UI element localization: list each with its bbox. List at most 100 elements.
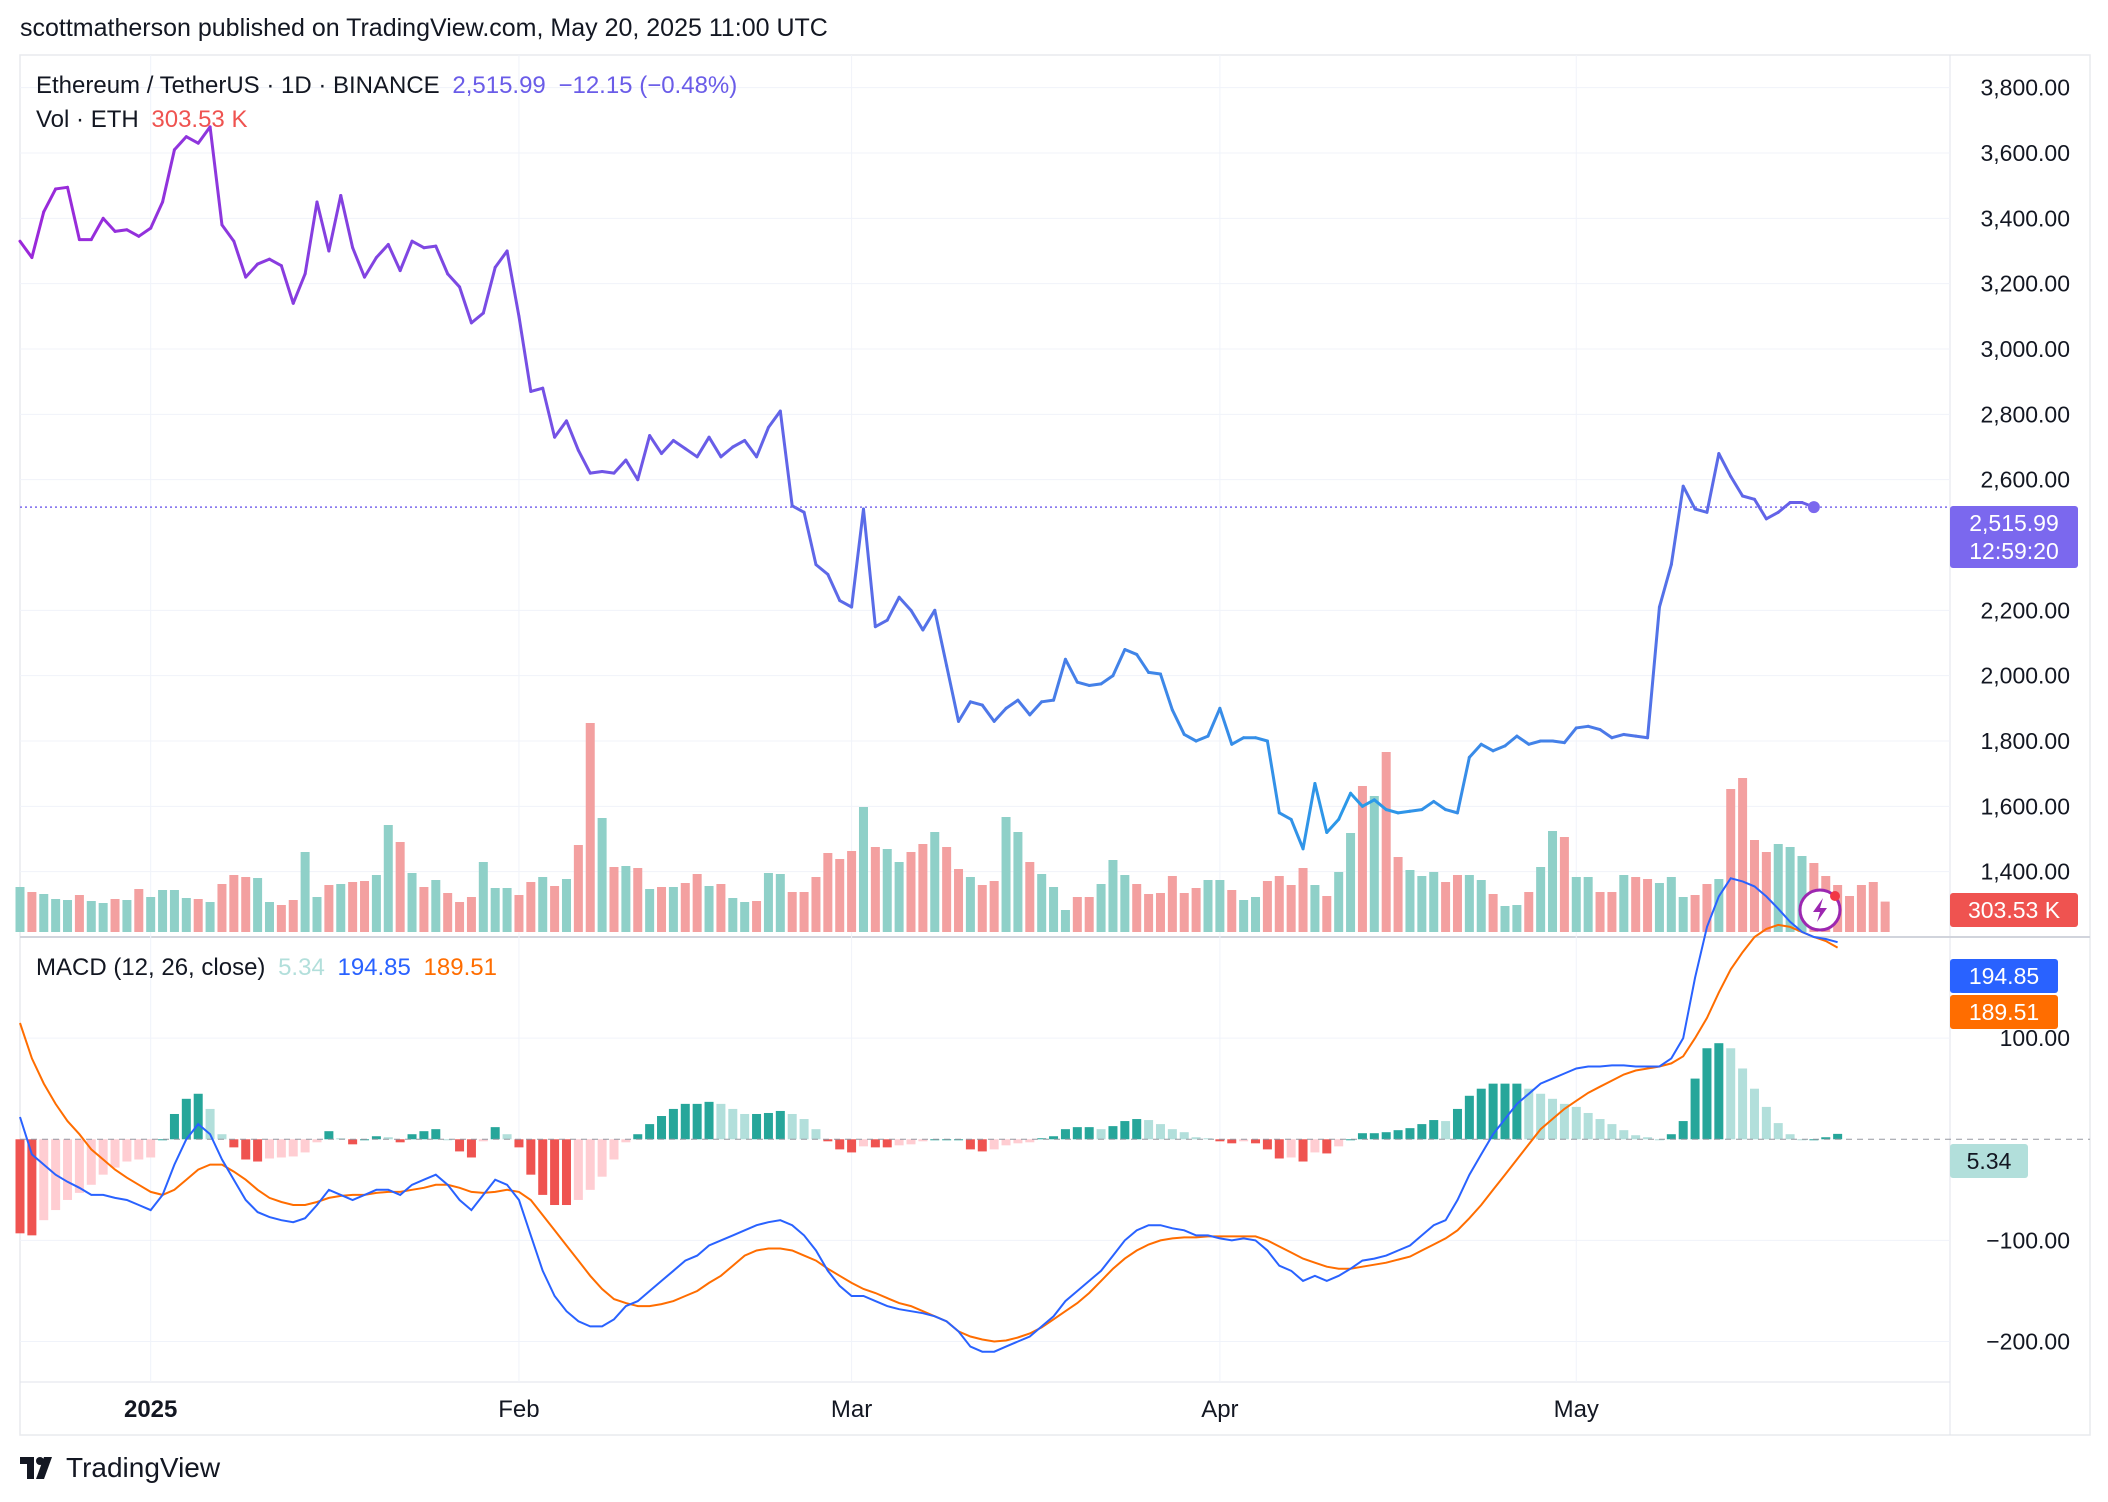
price-segment [410,239,426,250]
macd-hist-bar [1001,1139,1011,1146]
macd-hist-bar [1476,1088,1486,1140]
price-segment [1515,734,1531,746]
price-badge-value: 2,515.99 [1969,510,2059,536]
price-tick-label: 3,600.00 [1980,140,2070,166]
macd-hist-bar [490,1127,500,1140]
macd-hist-bar [146,1139,156,1158]
price-segment [861,507,877,629]
price-segment [66,185,81,242]
price-tick-label: 3,200.00 [1980,271,2070,297]
macd-hist-bar [1429,1120,1439,1140]
macd-hist-bar [1643,1137,1653,1140]
price-segment [1099,674,1115,686]
price-segment [1016,698,1032,717]
macd-hist-bar [680,1103,690,1140]
price-segment [1586,724,1602,732]
volume-bar [1084,897,1094,932]
price-segment [279,264,295,305]
price-segment [517,314,533,393]
volume-bar [1298,868,1308,932]
price-segment [1147,670,1162,676]
volume-bar [728,898,738,932]
price-segment [172,135,188,152]
price-segment [1052,657,1067,702]
macd-line-badge-value: 194.85 [1969,963,2039,989]
price-segment [1254,736,1269,743]
volume-bar [312,897,322,932]
volume-bar [597,818,607,932]
volume-bar [1049,887,1059,932]
volume-bar [1441,882,1451,932]
price-segment [1562,726,1578,745]
volume-label[interactable]: Vol · ETH [36,106,139,133]
volume-bar [585,723,595,932]
price-segment [30,210,46,260]
price-grid [20,87,1950,873]
volume-bar [193,899,203,932]
price-segment [1063,657,1079,684]
macd-hist-bar [633,1134,643,1140]
volume-bar [253,878,263,932]
macd-hist-bar [1749,1088,1759,1140]
price-segment [624,458,640,482]
macd-hist-bar [1072,1127,1082,1140]
price-segment [125,228,141,238]
macd-hist-bar [466,1139,476,1158]
symbol-name[interactable]: Ethereum / TetherUS · 1D · BINANCE [36,72,440,99]
price-tick-label: 1,400.00 [1980,859,2070,885]
macd-hist-bar [169,1113,179,1140]
volume-bar [1274,876,1284,932]
volume-bar [1654,883,1664,932]
price-segment [743,438,759,459]
macd-hist-bar [419,1131,429,1140]
price-segment [790,504,806,514]
price-segment [1764,510,1780,521]
price-segment [1040,698,1056,704]
symbol-legend[interactable]: Ethereum / TetherUS · 1D · BINANCE 2,515… [36,72,743,100]
price-segment [802,510,818,567]
price-segment [814,563,830,576]
macd-hist-bar [716,1103,726,1140]
price-segment [1301,781,1317,851]
volume-bar [1631,877,1641,932]
volume-bar [51,899,61,932]
volume-bar [1845,896,1855,932]
lightning-icon[interactable] [1798,888,1842,932]
price-segment [149,200,165,230]
macd-label[interactable]: MACD (12, 26, close) [36,954,266,981]
volume-bar [1132,884,1142,932]
macd-hist-bar [870,1139,880,1148]
volume-bar [870,847,880,932]
macd-hist-bar [1049,1136,1059,1140]
macd-hist-bar [1334,1139,1344,1147]
price-segment [1444,808,1459,815]
volume-bar [657,887,667,932]
volume-bar [1714,879,1724,932]
volume-legend[interactable]: Vol · ETH 303.53 K [36,106,253,134]
price-segment [826,572,842,603]
price-segment [1349,791,1364,808]
macd-hist-bar [1369,1133,1379,1140]
tradingview-logo[interactable]: TradingView [20,1452,220,1484]
macd-hist-bar [502,1134,512,1140]
macd-hist-bar [1108,1126,1118,1140]
price-segment [1170,708,1186,736]
macd-signal-value: 189.51 [423,954,497,981]
macd-hist-bar [1191,1137,1201,1140]
macd-hist-bar [300,1139,310,1153]
price-segment [838,599,854,609]
price-segment [755,425,770,459]
price-tick-label: 2,000.00 [1980,663,2070,689]
macd-hist-bar [1239,1139,1249,1142]
macd-legend[interactable]: MACD (12, 26, close) 5.34 194.85 189.51 [36,954,503,982]
volume-bar [716,884,726,932]
volume-bar [858,807,868,932]
volume-bar [775,874,785,932]
price-segment [1741,494,1756,501]
macd-hist-bar [1393,1130,1403,1140]
volume-bar [1429,872,1439,932]
volume-bar [930,832,940,932]
price-segment [184,135,200,145]
macd-hist-bar [348,1139,358,1145]
